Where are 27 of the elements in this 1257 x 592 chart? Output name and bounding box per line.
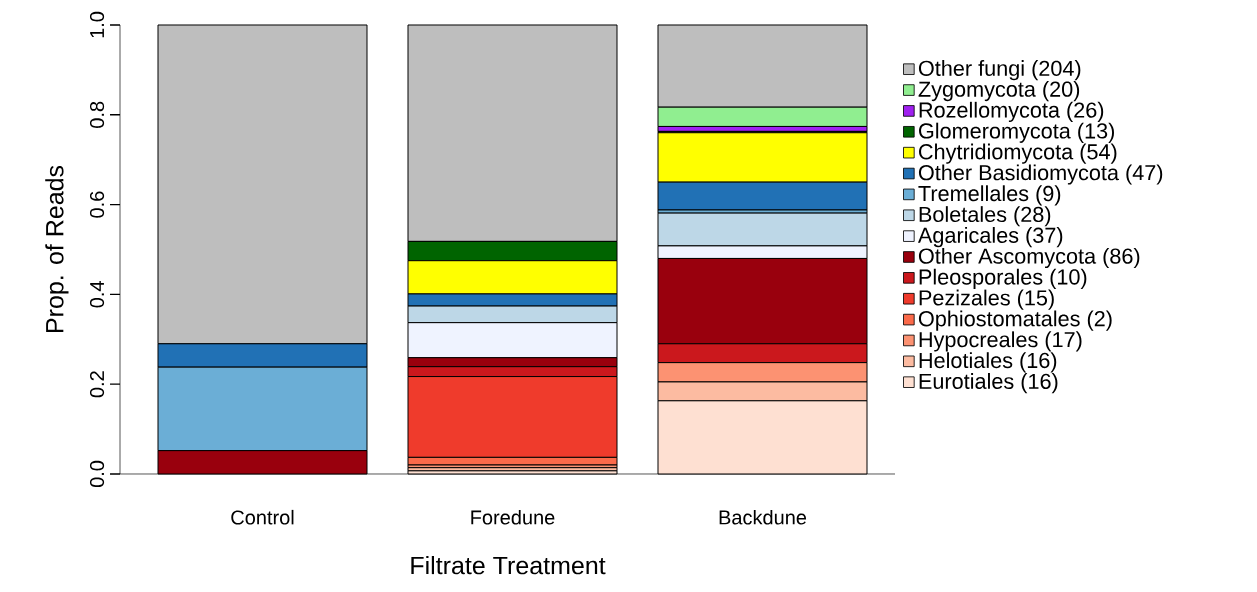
legend-label: Tremellales (9) (918, 185, 1061, 206)
legend-label: Ophiostomatales (2) (918, 310, 1112, 331)
legend-label: Rozellomycota (26) (919, 101, 1104, 123)
legend-label: Pleosporales (10) (919, 268, 1087, 289)
legend-label: Other fungi (204) (918, 60, 1081, 81)
y-axis-title: Prop. of Reads (45, 165, 69, 332)
legend-label: Helotiales (16) (919, 352, 1057, 373)
y-tick-label: 0.0 (89, 460, 105, 488)
legend-label: Other Basidiomycota (47) (918, 164, 1163, 185)
y-tick-label: 0.8 (89, 101, 105, 128)
legend-label: Hypocreales (17) (919, 331, 1082, 352)
legend-label: Pezizales (15) (919, 289, 1054, 310)
y-tick-label: 1.0 (89, 11, 105, 38)
legend-label: Other Ascomycota (86) (918, 247, 1140, 269)
legend-label: Boletales (28) (919, 206, 1051, 227)
y-tick-label: 0.4 (89, 281, 105, 308)
legend-label: Zygomycota (20) (918, 80, 1080, 102)
legend-label: Chytridiomycota (54) (919, 143, 1117, 164)
x-tick-label: Control (231, 509, 294, 525)
y-tick-label: 0.6 (89, 191, 105, 218)
legend-label: Eurotiales (16) (919, 373, 1058, 394)
x-tick-label: Foredune (471, 509, 555, 525)
legend-label: Glomeromycota (13) (919, 122, 1115, 143)
y-tick-label: 0.2 (89, 371, 105, 398)
x-axis-title: Filtrate Treatment (411, 556, 606, 575)
x-tick-label: Backdune (719, 509, 807, 525)
legend-label: Agaricales (37) (917, 227, 1063, 248)
